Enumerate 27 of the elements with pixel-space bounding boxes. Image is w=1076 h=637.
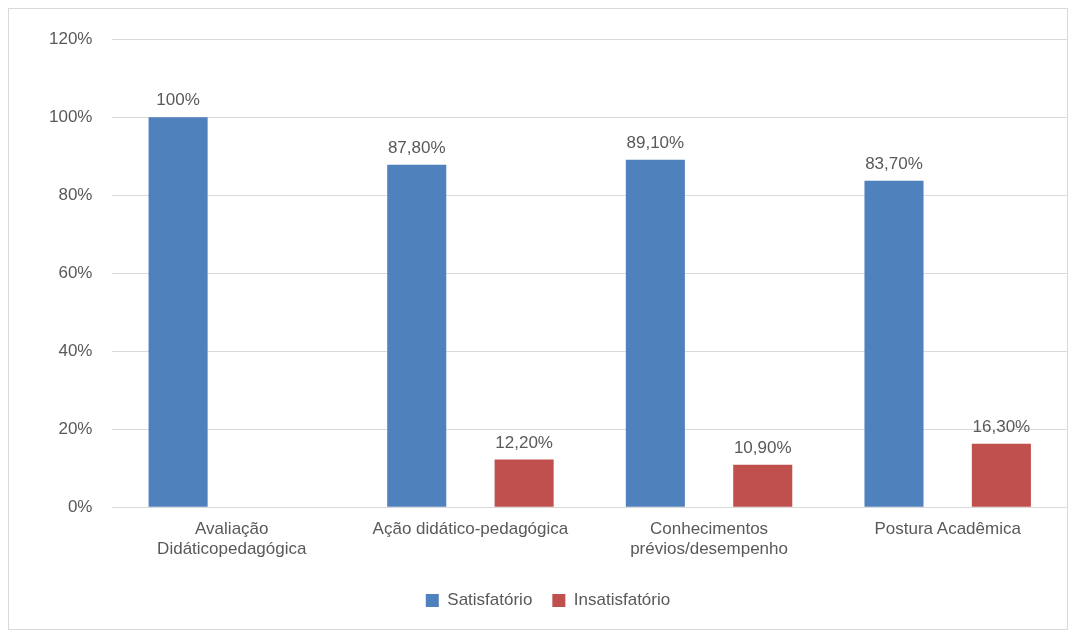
x-tick-label: Postura Acadêmica: [874, 519, 1022, 539]
bar: [733, 464, 793, 507]
x-tick-label: Avaliação Didáticopedagógica: [157, 519, 307, 559]
y-tick-label: 100%: [49, 106, 93, 126]
x-tick-label: Ação didático-pedagógica: [372, 519, 569, 539]
data-label: 16,30%: [972, 416, 1031, 436]
bar: [494, 459, 554, 507]
legend-label: Insatisfatório: [573, 590, 671, 610]
y-tick-label: 120%: [49, 28, 93, 48]
data-label: 100%: [156, 90, 200, 110]
data-label: 12,20%: [495, 432, 553, 452]
legend-label: Satisfatório: [447, 590, 533, 610]
y-tick-label: 40%: [58, 340, 93, 360]
y-tick-label: 20%: [58, 418, 93, 438]
bar: [387, 164, 447, 507]
bar: [148, 117, 208, 507]
y-tick-label: 60%: [58, 262, 93, 282]
bar: [864, 180, 924, 507]
data-label: 10,90%: [733, 437, 792, 457]
bar: [971, 443, 1031, 507]
data-label: 83,70%: [865, 153, 923, 173]
x-tick-label: Conhecimentos prévios/desempenho: [630, 519, 788, 559]
y-tick-label: 80%: [58, 184, 93, 204]
data-label: 89,10%: [626, 132, 685, 152]
data-label: 87,80%: [387, 137, 446, 157]
bar: [625, 159, 685, 507]
y-tick-label: 0%: [67, 496, 93, 516]
